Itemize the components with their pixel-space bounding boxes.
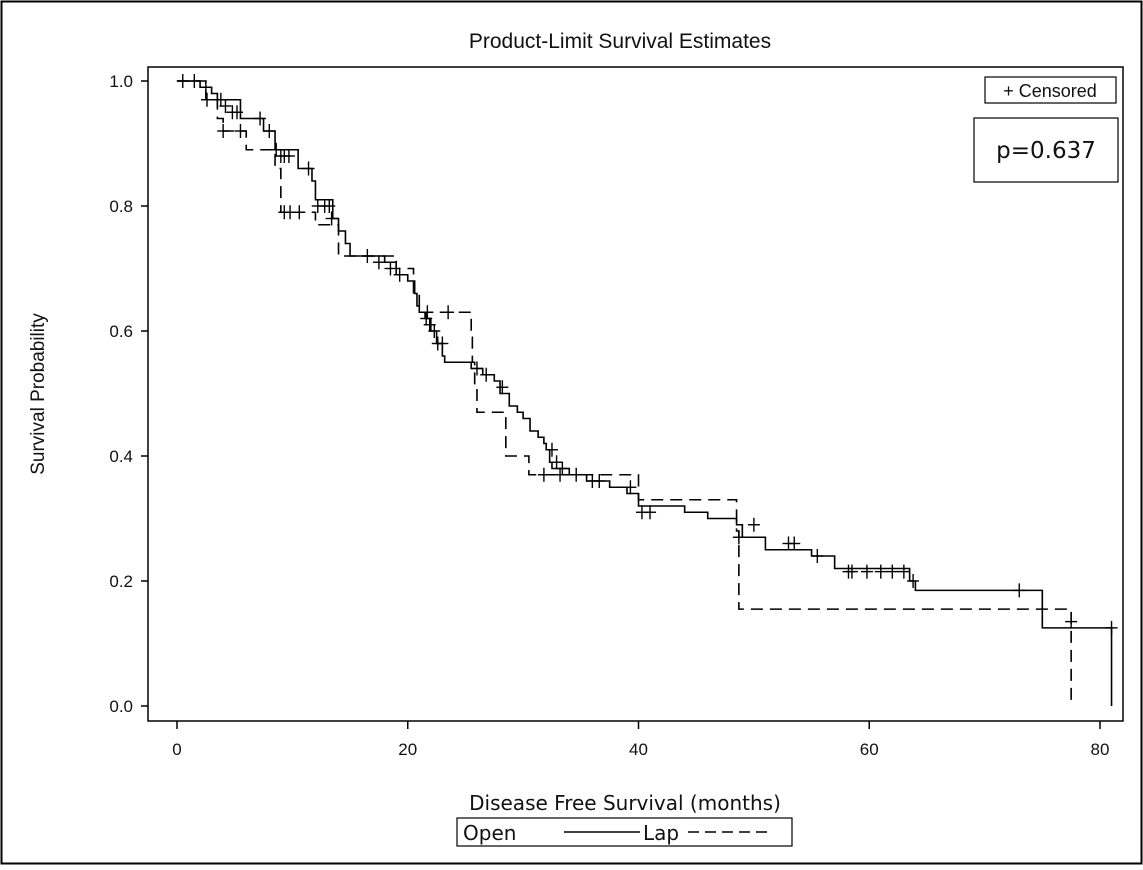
y-tick-label: 0.2 (109, 572, 133, 591)
x-tick-label: 80 (1091, 740, 1110, 759)
x-axis: 0 20 40 60 80 (172, 721, 1109, 759)
censor-mark-open (282, 149, 295, 163)
chart-title: Product-Limit Survival Estimates (469, 30, 771, 53)
censor-mark-open (302, 161, 315, 176)
plot-area (147, 66, 1124, 722)
censor-mark-open (496, 380, 509, 395)
censor-mark-open (384, 261, 397, 276)
censored-legend: + Censored (984, 76, 1117, 104)
censor-mark-lap (554, 467, 567, 482)
censor-mark-open (176, 74, 189, 88)
x-tick-label: 20 (398, 740, 417, 759)
censor-mark-open (550, 455, 563, 470)
censor-mark-open (624, 480, 637, 495)
censor-mark-open (254, 111, 267, 126)
censor-mark-lap (217, 124, 230, 138)
censor-mark-lap (537, 467, 550, 482)
x-tick-label: 60 (860, 740, 879, 759)
censor-mark-open (323, 199, 336, 213)
censor-mark-open (219, 99, 232, 113)
censor-mark-open (1105, 620, 1118, 635)
censor-mark-open (325, 211, 338, 226)
censor-mark-lap (200, 92, 213, 107)
y-tick-label: 0.8 (109, 197, 133, 216)
censor-mark-open (188, 74, 201, 88)
censor-mark-open (545, 442, 558, 457)
censor-mark-lap (732, 530, 745, 545)
censor-mark-open (811, 549, 824, 563)
censor-mark-lap (442, 305, 455, 320)
censor-mark-open (230, 105, 243, 120)
censor-mark-lap (644, 505, 657, 520)
y-tick-label: 0.6 (109, 322, 133, 341)
censor-mark-open (361, 249, 374, 263)
censor-mark-lap (421, 305, 434, 320)
censor-mark-open (886, 564, 899, 579)
legend-label-lap: Lap (643, 821, 679, 845)
censored-legend-label: + Censored (1003, 81, 1097, 101)
censor-mark-open (570, 467, 583, 482)
censor-mark-lap (293, 205, 306, 220)
censor-mark-open (907, 574, 920, 588)
censor-mark-open (480, 367, 493, 382)
censor-marks-layer (176, 74, 1118, 635)
censor-mark-open (860, 564, 873, 579)
p-value-text: p=0.637 (996, 138, 1096, 164)
x-axis-label: Disease Free Survival (months) (469, 791, 781, 815)
censor-mark-open (428, 324, 441, 338)
censor-mark-open (897, 564, 910, 579)
x-tick-label: 40 (629, 740, 648, 759)
censor-mark-open (556, 461, 569, 476)
censor-mark-open (1013, 583, 1026, 598)
censored-legend-box (984, 76, 1117, 104)
y-tick-label: 0.0 (109, 697, 133, 716)
y-axis-label: Survival Probability (28, 313, 49, 475)
censor-mark-open (845, 564, 858, 579)
y-tick-label: 1.0 (109, 72, 133, 91)
censor-mark-open (788, 536, 801, 551)
censor-mark-open (747, 517, 760, 532)
x-tick-label: 0 (172, 740, 181, 759)
y-tick-label: 0.4 (109, 447, 133, 466)
censor-mark-open (372, 255, 385, 270)
censor-mark-lap (1065, 614, 1078, 629)
legend-label-open: Open (463, 821, 516, 845)
censor-mark-open (393, 267, 406, 282)
p-value-annotation: p=0.637 (973, 117, 1119, 183)
series-open-curve (177, 80, 1113, 706)
censor-mark-open (470, 361, 483, 376)
censor-mark-open (874, 564, 887, 579)
y-axis: 0.0 0.2 0.4 0.6 0.8 1.0 (109, 72, 148, 716)
censor-mark-lap (234, 124, 247, 138)
censor-mark-open (263, 124, 276, 138)
censor-mark-open (199, 80, 212, 95)
series-legend: Open Lap (456, 817, 793, 847)
censor-mark-open (436, 336, 449, 351)
censor-mark-open (593, 474, 606, 488)
p-value-box (973, 117, 1119, 183)
